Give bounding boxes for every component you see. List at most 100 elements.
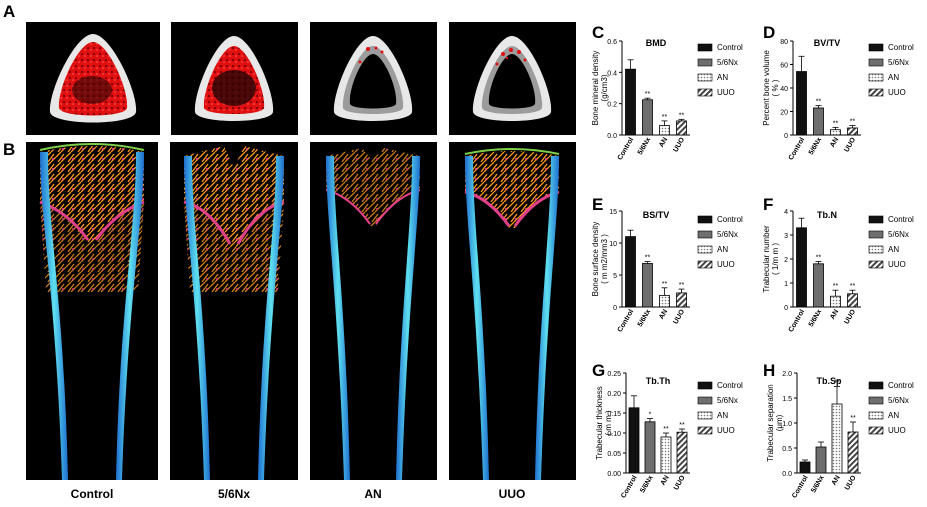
y-axis-unit: ( m m )	[604, 410, 613, 436]
chart-bstv: E BS/TV Bone surface density( m m2/mm3 ) 0 5…	[591, 195, 743, 334]
cross-section-56nx	[171, 22, 298, 135]
significance-mark: **	[679, 112, 685, 119]
y-tick-label: 0.00	[607, 471, 621, 478]
legend-label: UUO	[888, 88, 906, 97]
label-uuo: UUO	[498, 487, 526, 501]
legend-label: AN	[717, 411, 728, 420]
y-tick-label: 0.6	[607, 39, 617, 46]
legend-label: AN	[888, 411, 899, 420]
x-tick-label: Control	[617, 136, 636, 161]
panel-letter-c: C	[592, 23, 604, 42]
bar-control	[628, 407, 640, 474]
x-tick-label: UUO	[673, 474, 687, 491]
legend-swatch	[697, 245, 713, 254]
legend-swatch	[868, 230, 884, 239]
legend-swatch	[868, 88, 884, 97]
bar-control	[796, 227, 807, 308]
legend-swatch	[868, 396, 884, 405]
chart-title: Tb.N	[817, 210, 837, 220]
y-tick-label: 0	[613, 305, 617, 312]
y-axis-unit: ( % )	[771, 79, 780, 96]
longitudinal-control	[26, 142, 158, 480]
legend-label: Control	[717, 43, 743, 52]
label-56nx: 5/6Nx	[217, 487, 251, 501]
significance-mark: **	[645, 91, 651, 98]
bar-control	[625, 68, 636, 136]
y-tick-label: 1.0	[782, 421, 792, 428]
y-axis-unit: (g/cm3)	[600, 74, 609, 101]
bar-an	[830, 295, 841, 308]
y-tick-label: 0.25	[607, 371, 621, 378]
bar-an	[830, 129, 841, 136]
legend-swatch	[697, 426, 713, 435]
y-tick-label: 3	[784, 233, 788, 240]
legend-swatch	[868, 426, 884, 435]
legend-label: UUO	[717, 88, 735, 97]
legend-label: AN	[888, 73, 899, 82]
bar-56nx	[644, 421, 656, 474]
y-tick-label: 5	[613, 273, 617, 280]
y-tick-label: 0.0	[782, 471, 792, 478]
y-axis-label: Trabecular thickness	[595, 386, 604, 460]
y-tick-label: 20	[780, 110, 788, 117]
y-tick-label: 0	[784, 305, 788, 312]
significance-mark: **	[679, 282, 685, 289]
bar-uuo	[847, 431, 859, 474]
bar-uuo	[676, 292, 687, 308]
significance-mark: **	[833, 120, 839, 127]
panel-letter-g: G	[592, 361, 605, 380]
chart-tbn: F Tb.N Trabecular number( 1/m m ) 0 1 2 3 4 Cont…	[762, 195, 914, 334]
bar-56nx	[815, 446, 827, 474]
y-tick-label: 40	[780, 86, 788, 93]
legend-swatch	[868, 411, 884, 420]
x-tick-label: AN	[658, 309, 669, 321]
bar-an	[659, 295, 670, 308]
x-tick-label: 5/6Nx	[637, 308, 652, 328]
legend-label: 5/6Nx	[888, 396, 909, 405]
legend-swatch	[868, 43, 884, 52]
cross-section-uuo	[449, 22, 576, 135]
y-tick-label: 0.15	[607, 411, 621, 418]
bar-control	[799, 461, 811, 474]
significance-mark: *	[649, 412, 652, 419]
y-axis-label: Trabecular separation	[766, 384, 775, 462]
legend-label: AN	[888, 245, 899, 254]
y-tick-label: 80	[780, 39, 788, 46]
y-axis-label: Percent bone volume	[762, 50, 771, 126]
significance-mark: **	[662, 281, 668, 288]
cross-section-an	[310, 22, 437, 135]
panel-letter-f: F	[763, 195, 773, 214]
legend-swatch	[868, 260, 884, 269]
legend-swatch	[697, 260, 713, 269]
chart-title: BS/TV	[643, 210, 670, 220]
bar-an	[831, 403, 843, 474]
x-tick-label: Control	[620, 474, 639, 499]
legend-label: 5/6Nx	[888, 58, 909, 67]
chart-title: BMD	[646, 38, 667, 48]
y-tick-label: 0.20	[607, 391, 621, 398]
legend-label: UUO	[717, 260, 735, 269]
legend-label: 5/6Nx	[717, 396, 738, 405]
y-axis-label: Bone surface density	[591, 222, 600, 297]
x-tick-label: AN	[829, 309, 840, 321]
significance-mark: **	[816, 254, 822, 261]
bar-control	[796, 71, 807, 136]
bar-an	[660, 436, 672, 474]
x-tick-label: 5/6Nx	[639, 474, 654, 494]
legend-label: 5/6Nx	[888, 230, 909, 239]
panel-letter-h: H	[763, 361, 775, 380]
bar-56nx	[813, 263, 824, 308]
chart-title: Tb.Sp	[817, 376, 842, 386]
chart-title: Tb.Th	[646, 376, 671, 386]
y-tick-label: 10	[609, 241, 617, 248]
legend-swatch	[868, 245, 884, 254]
y-tick-label: 0.4	[607, 70, 617, 77]
significance-mark: **	[850, 415, 856, 422]
y-axis-unit: (μm)	[775, 414, 784, 431]
x-tick-label: Control	[788, 308, 807, 333]
significance-mark: **	[662, 114, 668, 121]
label-control: Control	[70, 487, 114, 501]
significance-mark: **	[679, 422, 685, 429]
bar-an	[659, 125, 670, 136]
x-tick-label: AN	[660, 475, 671, 487]
